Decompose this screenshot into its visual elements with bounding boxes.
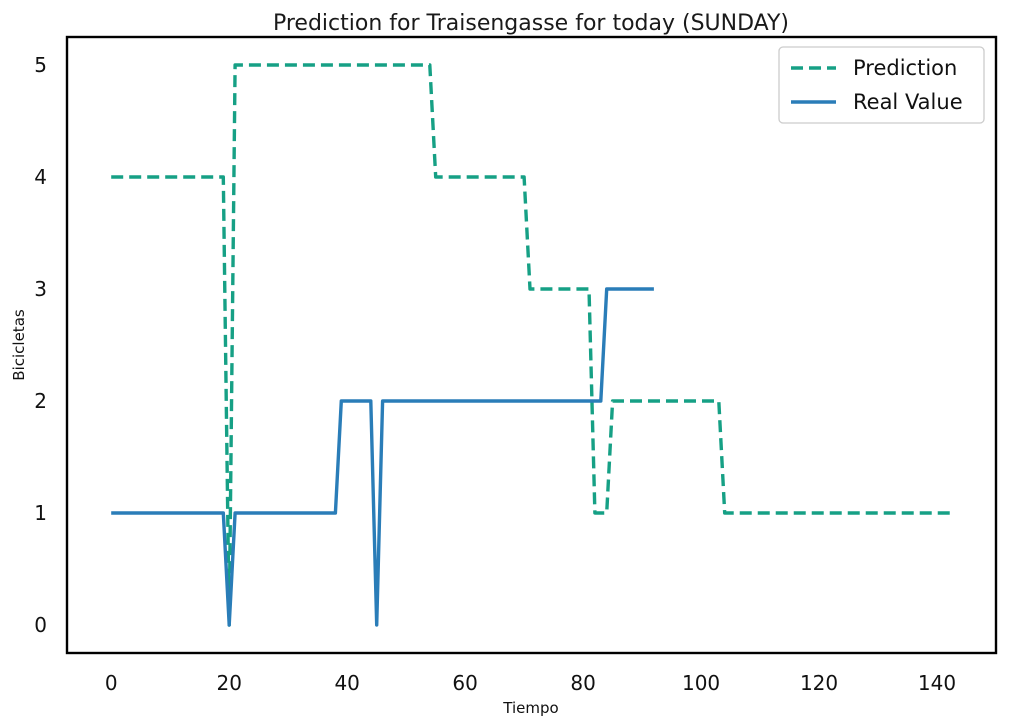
x-tick-label: 0 xyxy=(105,671,118,695)
legend-prediction-label: Prediction xyxy=(853,56,957,80)
y-tick-label: 3 xyxy=(34,277,47,301)
x-tick-label: 60 xyxy=(452,671,477,695)
series-line-prediction xyxy=(111,63,955,627)
legend-box xyxy=(778,46,985,124)
series-line-real-value xyxy=(111,287,654,627)
y-tick-label: 2 xyxy=(34,389,47,413)
legend: Prediction Real Value xyxy=(778,46,985,124)
y-tick-label: 0 xyxy=(34,613,47,637)
x-tick-label: 20 xyxy=(216,671,241,695)
y-tick-label: 5 xyxy=(34,53,47,77)
y-axis-label: Bicicletas xyxy=(10,309,28,381)
plot-frame xyxy=(65,35,998,655)
legend-real-value-label: Real Value xyxy=(853,90,963,114)
x-tick-label: 80 xyxy=(570,671,595,695)
y-tick-label: 1 xyxy=(34,501,47,525)
x-tick-label: 140 xyxy=(918,671,956,695)
chart-title: Prediction for Traisengasse for today (S… xyxy=(273,11,789,36)
series-layer xyxy=(111,63,955,627)
x-tick-label: 100 xyxy=(682,671,720,695)
x-axis-label: Tiempo xyxy=(502,699,558,717)
y-tick-label: 4 xyxy=(34,165,47,189)
x-tick-label: 120 xyxy=(800,671,838,695)
x-tick-label: 40 xyxy=(334,671,359,695)
x-axis-ticks: 0 20 40 60 80 100 120 140 xyxy=(105,671,956,695)
y-axis-ticks: 0 1 2 3 4 5 xyxy=(34,53,47,637)
